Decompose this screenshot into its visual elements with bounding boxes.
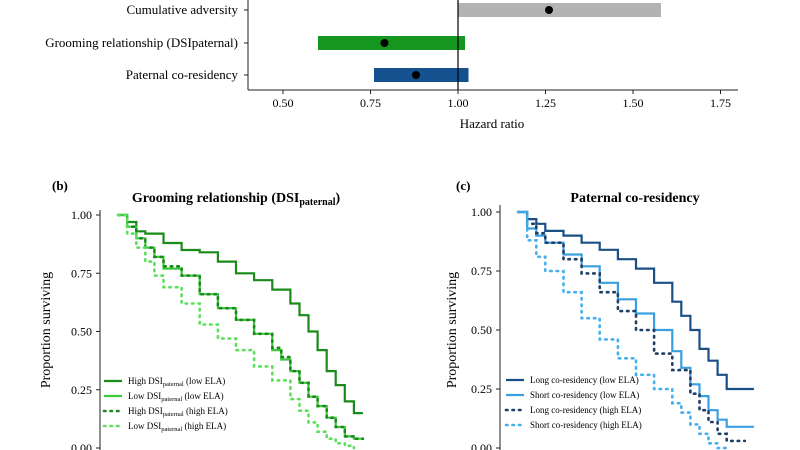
forest-x-ticks: 0.50 0.75 1.00 1.25 1.50 1.75 bbox=[273, 90, 731, 110]
panel-b-y-axis-title: Proportion surviving bbox=[39, 272, 54, 388]
forest-x-tick-label: 0.75 bbox=[360, 96, 381, 110]
survival-curve bbox=[118, 213, 363, 415]
legend-label: Low DSIpaternal (low ELA) bbox=[128, 391, 224, 403]
survival-curve bbox=[518, 210, 754, 391]
legend-label-main: High DSI bbox=[128, 406, 163, 416]
panel-c-label: (c) bbox=[456, 178, 470, 193]
y-tick-label: 0.75 bbox=[471, 264, 492, 278]
legend-label: Long co-residency (low ELA) bbox=[530, 375, 639, 385]
forest-estimate-point bbox=[380, 39, 389, 47]
legend-label-end: (high ELA) bbox=[184, 406, 228, 416]
survival-curve bbox=[516, 210, 747, 443]
legend-label-main: Short co-residency (high ELA) bbox=[530, 420, 642, 430]
y-tick-label: 0.00 bbox=[71, 441, 92, 450]
legend-label-main: Low DSI bbox=[128, 421, 161, 431]
panel-b-label: (b) bbox=[52, 178, 68, 193]
survival-curve bbox=[116, 213, 356, 450]
legend-label: High DSIpaternal (high ELA) bbox=[128, 406, 228, 418]
survival-panel-coresidency: (c) Paternal co-residency Proportion sur… bbox=[445, 178, 754, 450]
legend-label-end: (low ELA) bbox=[182, 391, 224, 401]
survival-curve bbox=[116, 213, 365, 440]
panel-b-title-sub: paternal bbox=[299, 197, 335, 208]
forest-x-tick-label: 1.75 bbox=[710, 96, 731, 110]
y-tick-label: 0.75 bbox=[71, 266, 92, 280]
y-tick-label: 1.00 bbox=[471, 205, 492, 219]
legend-label: Long co-residency (high ELA) bbox=[530, 405, 641, 415]
forest-x-axis-title: Hazard ratio bbox=[460, 116, 525, 131]
survival-panel-grooming: (b) Grooming relationship (DSIpaternal) … bbox=[39, 178, 365, 450]
legend-label: Short co-residency (low ELA) bbox=[530, 390, 639, 400]
legend-label-end: (low ELA) bbox=[184, 376, 226, 386]
legend-label-sub: paternal bbox=[161, 426, 182, 433]
forest-rows: Cumulative adversity Grooming relationshi… bbox=[45, 0, 661, 90]
legend-label-main: Long co-residency (high ELA) bbox=[530, 405, 641, 415]
forest-plot-panel: Cumulative adversity Grooming relationshi… bbox=[45, 0, 738, 131]
panel-b-title: Grooming relationship (DSIpaternal) bbox=[132, 191, 341, 208]
legend-label-sub: paternal bbox=[163, 411, 184, 418]
legend-label: High DSIpaternal (low ELA) bbox=[128, 376, 225, 388]
y-tick-label: 0.50 bbox=[471, 323, 492, 337]
panel-b-series bbox=[116, 213, 365, 450]
y-tick-label: 0.50 bbox=[71, 325, 92, 339]
y-tick-label: 1.00 bbox=[71, 208, 92, 222]
legend-label: Low DSIpaternal (high ELA) bbox=[128, 421, 226, 433]
panel-b-legend: High DSIpaternal (low ELA)Low DSIpaterna… bbox=[102, 376, 228, 433]
legend-label-main: High DSI bbox=[128, 376, 163, 386]
panel-b-y-ticks: 0.00 0.25 0.50 0.75 1.00 bbox=[71, 208, 100, 450]
legend-label-main: Short co-residency (low ELA) bbox=[530, 390, 639, 400]
panel-c-title: Paternal co-residency bbox=[570, 191, 699, 206]
forest-estimate-point bbox=[545, 6, 553, 14]
forest-estimate-point bbox=[412, 71, 420, 79]
panel-c-series bbox=[516, 210, 754, 450]
forest-row-label: Grooming relationship (DSIpaternal) bbox=[45, 35, 238, 50]
panel-b-title-end: ) bbox=[335, 191, 340, 206]
legend-label-sub: paternal bbox=[161, 396, 182, 403]
survival-curve bbox=[518, 210, 754, 428]
forest-x-tick-label: 1.25 bbox=[535, 96, 556, 110]
forest-ci-bar bbox=[318, 36, 465, 50]
forest-x-tick-label: 1.50 bbox=[623, 96, 644, 110]
y-tick-label: 0.25 bbox=[71, 383, 92, 397]
y-tick-label: 0.00 bbox=[471, 441, 492, 450]
forest-row-label: Cumulative adversity bbox=[126, 2, 238, 17]
legend-label: Short co-residency (high ELA) bbox=[530, 420, 642, 430]
legend-label-main: Low DSI bbox=[128, 391, 161, 401]
y-tick-label: 0.25 bbox=[471, 382, 492, 396]
legend-label-sub: paternal bbox=[163, 381, 184, 388]
forest-row-label: Paternal co-residency bbox=[126, 67, 239, 82]
forest-x-tick-label: 0.50 bbox=[273, 96, 294, 110]
survival-curve bbox=[516, 210, 728, 450]
legend-label-main: Long co-residency (low ELA) bbox=[530, 375, 639, 385]
panel-c-legend: Long co-residency (low ELA) Short co-resi… bbox=[504, 375, 642, 430]
panel-b-title-main: Grooming relationship (DSI bbox=[132, 191, 300, 206]
panel-c-y-axis-title: Proportion surviving bbox=[445, 272, 460, 388]
forest-ci-bar bbox=[374, 68, 469, 82]
legend-label-end: (high ELA) bbox=[182, 421, 226, 431]
panel-c-y-ticks: 0.00 0.25 0.50 0.75 1.00 bbox=[471, 205, 500, 450]
forest-x-tick-label: 1.00 bbox=[448, 96, 469, 110]
forest-ci-bar bbox=[458, 3, 661, 17]
